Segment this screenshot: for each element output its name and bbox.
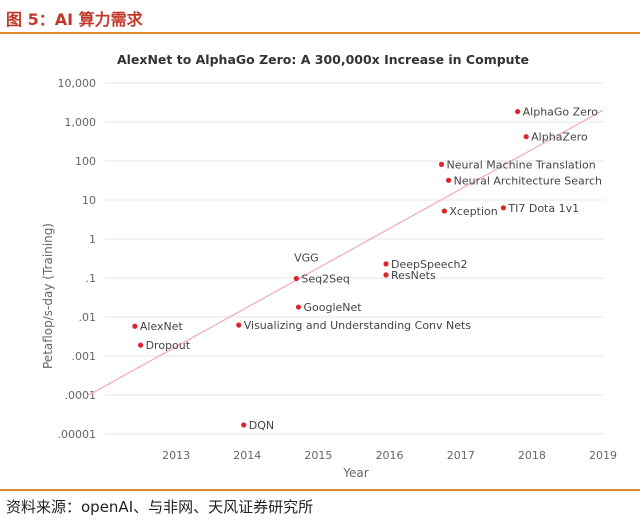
y-axis-label: Petaflop/s-day (Training) <box>41 223 55 369</box>
data-point-label: DeepSpeech2 <box>391 258 468 271</box>
data-point <box>446 177 452 183</box>
data-point-label: Xception <box>449 205 497 218</box>
chart-area: AlexNet to AlphaGo Zero: A 300,000x Incr… <box>0 36 640 488</box>
data-point-label: AlphaZero <box>531 131 588 144</box>
data-point <box>523 134 529 140</box>
data-points <box>132 108 529 428</box>
y-tick-label: 1 <box>89 233 96 246</box>
y-tick-label: .01 <box>79 311 97 324</box>
data-point <box>383 261 389 267</box>
y-tick-label: .00001 <box>58 428 97 441</box>
y-gridlines <box>105 82 603 435</box>
data-point <box>137 342 144 348</box>
y-tick-label: 1,000 <box>65 116 97 129</box>
top-divider <box>0 32 640 34</box>
data-point <box>438 161 445 167</box>
data-point-label: Neural Machine Translation <box>447 158 596 171</box>
x-tick-label: 2016 <box>376 449 404 462</box>
x-axis-label: Year <box>342 466 368 480</box>
data-point <box>132 323 138 329</box>
figure-title: 图 5：AI 算力需求 <box>6 10 143 29</box>
chart-title: AlexNet to AlphaGo Zero: A 300,000x Incr… <box>117 52 529 67</box>
source-note: 资料来源：openAI、与非网、天风证券研究所 <box>6 498 314 516</box>
y-tick-label: .001 <box>72 350 97 363</box>
bottom-divider <box>0 489 640 491</box>
figure-header: 图 5：AI 算力需求 <box>0 0 640 32</box>
x-tick-label: 2018 <box>518 449 546 462</box>
x-tick-label: 2013 <box>162 449 190 462</box>
data-point <box>241 422 247 428</box>
y-tick-label: 10,000 <box>58 77 97 90</box>
data-point-label: Neural Architecture Search <box>454 174 602 187</box>
data-point <box>293 275 299 282</box>
data-point <box>500 205 506 211</box>
y-tick-label: .0001 <box>65 389 97 402</box>
data-point-label: AlphaGo Zero <box>523 106 599 119</box>
compute-scatter-chart: AlexNet to AlphaGo Zero: A 300,000x Incr… <box>41 52 617 480</box>
trend-line <box>86 109 604 397</box>
x-tick-label: 2019 <box>589 449 617 462</box>
data-point-label: GoogleNet <box>304 301 363 314</box>
y-tick-label: .1 <box>86 272 97 285</box>
y-tick-labels: .00001 .0001 .001 .01 .1 1 10 100 1,000 10,000 <box>58 77 97 441</box>
data-point <box>295 304 302 310</box>
y-tick-label: 10 <box>82 194 96 207</box>
data-point-label: VGG <box>294 252 319 265</box>
x-tick-labels: 2013 2014 2015 2016 2017 2018 2019 <box>162 449 617 462</box>
x-tick-label: 2015 <box>304 449 332 462</box>
data-point <box>383 272 389 278</box>
data-point-label: Visualizing and Understanding Conv Nets <box>244 319 472 332</box>
x-tick-label: 2014 <box>233 449 261 462</box>
data-point-label: Dropout <box>146 339 191 352</box>
data-point-label: DQN <box>249 419 274 432</box>
y-tick-label: 100 <box>75 155 96 168</box>
x-tick-label: 2017 <box>447 449 475 462</box>
data-point-label: AlexNet <box>140 320 184 333</box>
data-point <box>515 108 521 115</box>
data-point <box>236 322 242 328</box>
data-point-label: TI7 Dota 1v1 <box>507 202 579 215</box>
data-point-label: ResNets <box>391 269 436 282</box>
data-point <box>441 208 447 214</box>
data-point-labels: AlexNet Dropout DQN Visualizing and Underst… <box>140 106 602 432</box>
data-point-label: Seq2Seq <box>301 273 349 286</box>
